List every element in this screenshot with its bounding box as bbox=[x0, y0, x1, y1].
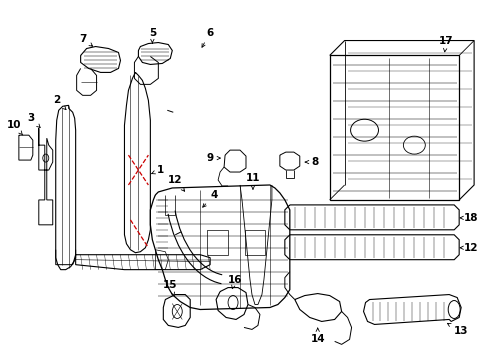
Text: 4: 4 bbox=[203, 190, 217, 207]
Text: 18: 18 bbox=[459, 213, 477, 223]
Text: 1: 1 bbox=[151, 165, 163, 175]
Text: 3: 3 bbox=[27, 113, 40, 127]
Text: 11: 11 bbox=[245, 173, 260, 189]
Text: 8: 8 bbox=[305, 157, 318, 167]
Text: 14: 14 bbox=[310, 328, 325, 345]
Text: 9: 9 bbox=[206, 153, 220, 163]
Text: 10: 10 bbox=[7, 120, 23, 135]
Text: 16: 16 bbox=[227, 275, 242, 289]
Text: 17: 17 bbox=[438, 36, 452, 52]
Text: 12: 12 bbox=[459, 243, 477, 253]
Text: 7: 7 bbox=[79, 33, 92, 46]
Text: 12: 12 bbox=[168, 175, 184, 191]
Text: 5: 5 bbox=[148, 28, 156, 43]
Text: 6: 6 bbox=[202, 28, 213, 47]
Text: 2: 2 bbox=[53, 95, 66, 109]
Text: 13: 13 bbox=[447, 323, 468, 336]
Text: 15: 15 bbox=[163, 280, 177, 296]
